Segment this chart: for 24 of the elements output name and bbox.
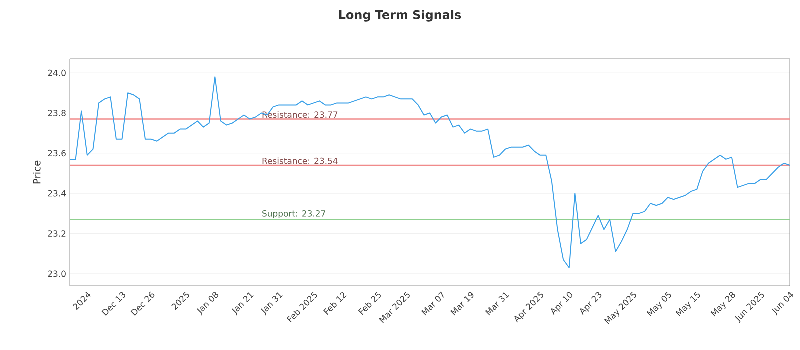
x-tick-label: Jun 04 <box>772 292 794 316</box>
x-tick-label: Feb 12 <box>324 292 347 316</box>
chart-title: Long Term Signals <box>339 10 462 22</box>
y-axis-title: Price <box>33 160 41 184</box>
x-tick-label: Mar 31 <box>485 292 510 316</box>
y-tick-label: 23.4 <box>48 190 66 197</box>
y-tick-label: 23.2 <box>48 230 66 237</box>
x-tick-label: Jan 31 <box>260 292 283 316</box>
x-tick-label: Apr 23 <box>580 292 602 316</box>
y-tick-label: 23.0 <box>48 270 66 278</box>
y-tick-label: 23.6 <box>48 150 66 157</box>
y-tick-label: 24.0 <box>48 70 66 76</box>
x-tick-label: Apr 10 <box>551 292 573 316</box>
x-tick-label: Jan 08 <box>197 292 219 316</box>
x-tick-label: Dec 13 <box>102 292 126 316</box>
x-tick-label: Mar 19 <box>450 292 474 316</box>
y-tick-label: 23.8 <box>48 110 66 116</box>
ref-line-label: Resistance: 23.54 <box>262 158 338 164</box>
x-tick-label: Jan 21 <box>232 292 254 316</box>
x-tick-label: Dec 26 <box>130 292 155 316</box>
ref-line-label: Resistance: 23.77 <box>262 112 338 118</box>
x-tick-label: Feb 25 <box>358 292 382 316</box>
ref-line-label: Support: 23.27 <box>262 210 326 219</box>
x-tick-label: Mar 07 <box>421 292 444 316</box>
